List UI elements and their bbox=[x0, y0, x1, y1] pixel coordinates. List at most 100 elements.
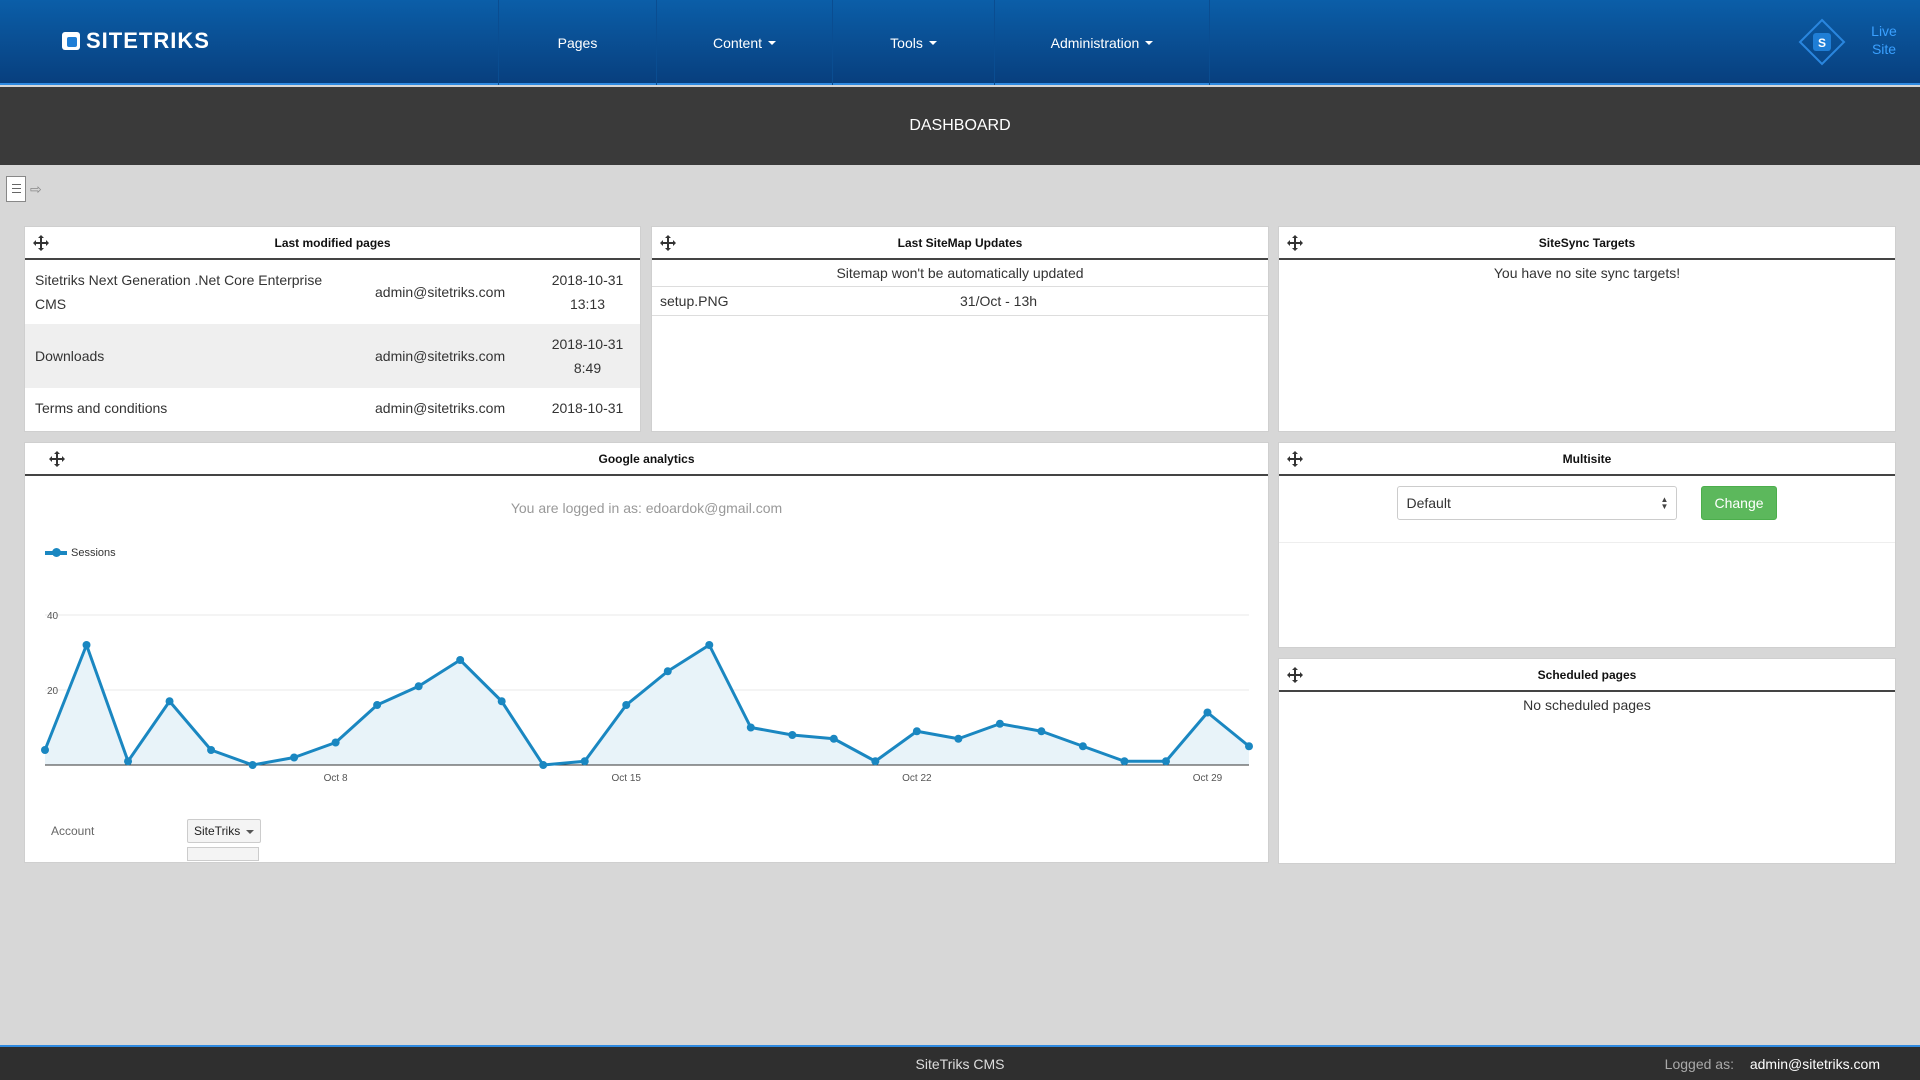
move-icon[interactable] bbox=[49, 451, 65, 467]
data-point bbox=[207, 746, 216, 754]
top-navbar: SITETRIKS Pages Content Tools Administra… bbox=[0, 0, 1920, 85]
move-icon[interactable] bbox=[1287, 667, 1303, 683]
nav-tools[interactable]: Tools bbox=[832, 0, 994, 85]
data-point bbox=[290, 753, 299, 762]
panel-sitesync-targets: SiteSync Targets You have no site sync t… bbox=[1278, 226, 1896, 432]
chart-legend[interactable]: Sessions bbox=[45, 547, 116, 559]
nav-tools-label: Tools bbox=[890, 34, 923, 51]
user-cell: admin@sitetriks.com bbox=[375, 348, 506, 364]
page-title-cell[interactable]: Terms and conditions bbox=[35, 400, 168, 416]
live-site-line1: Live bbox=[1871, 23, 1897, 39]
logged-user[interactable]: admin@sitetriks.com bbox=[1749, 1056, 1880, 1072]
panel-header: Google analytics bbox=[25, 443, 1268, 476]
panel-last-modified-pages: Last modified pages Sitetriks Next Gener… bbox=[24, 226, 641, 432]
main-menu: Pages Content Tools Administration bbox=[498, 0, 1210, 85]
table-row[interactable]: Terms and conditions admin@sitetriks.com… bbox=[25, 388, 640, 428]
move-icon[interactable] bbox=[1287, 451, 1303, 467]
move-icon[interactable] bbox=[1287, 235, 1303, 251]
page-title-cell[interactable]: Sitetriks Next Generation .Net Core Ente… bbox=[35, 272, 323, 312]
panel-title: Multisite bbox=[1562, 451, 1612, 466]
time-value: 8:49 bbox=[573, 360, 602, 376]
sitetriks-diamond-icon[interactable]: S bbox=[1798, 18, 1846, 66]
chevron-down-icon bbox=[246, 829, 255, 834]
data-point bbox=[954, 734, 963, 743]
last-modified-table: Sitetriks Next Generation .Net Core Ente… bbox=[25, 260, 640, 428]
list-item: setup.PNG 31/Oct - 13h bbox=[652, 286, 1268, 316]
nav-content-label: Content bbox=[712, 34, 763, 51]
sitemap-notice: Sitemap won't be automatically updated bbox=[836, 265, 1084, 281]
account-label: Account bbox=[51, 824, 95, 838]
panel-header: SiteSync Targets bbox=[1279, 227, 1895, 260]
data-point bbox=[663, 667, 672, 676]
date-value: 2018-10-31 bbox=[551, 336, 624, 352]
data-point bbox=[995, 719, 1004, 728]
footer: SiteTriks CMS Logged as: admin@sitetriks… bbox=[0, 1045, 1920, 1080]
date-value: 2018-10-31 bbox=[551, 400, 624, 416]
table-row[interactable]: Downloads admin@sitetriks.com 2018-10-31… bbox=[25, 324, 640, 388]
arrow-right-icon[interactable]: ⇨ bbox=[30, 180, 42, 197]
date-cell: 2018-10-31 bbox=[535, 388, 640, 428]
panel-google-analytics: Google analytics You are logged in as: e… bbox=[24, 442, 1269, 863]
sessions-chart: 20 40 Oct 8 Oct 15 Oct 22 Oct 29 bbox=[41, 611, 1253, 783]
sitesync-message: You have no site sync targets! bbox=[1493, 265, 1681, 281]
account-select[interactable]: SiteTriks bbox=[187, 819, 262, 843]
nav-administration-label: Administration bbox=[1050, 34, 1140, 51]
legend-label: Sessions bbox=[71, 547, 116, 559]
data-point bbox=[1120, 757, 1129, 766]
nav-content[interactable]: Content bbox=[656, 0, 832, 85]
page-title: DASHBOARD bbox=[909, 117, 1011, 134]
account-select-value: SiteTriks bbox=[194, 824, 241, 838]
svg-text:S: S bbox=[1818, 36, 1826, 50]
x-tick-label: Oct 22 bbox=[902, 773, 932, 783]
change-button[interactable]: Change bbox=[1701, 486, 1777, 520]
live-site-link[interactable]: Live Site bbox=[1858, 22, 1910, 58]
panel-title: Last SiteMap Updates bbox=[897, 235, 1023, 250]
panel-title: SiteSync Targets bbox=[1538, 235, 1636, 250]
panel-header: Multisite bbox=[1279, 443, 1895, 476]
nav-administration[interactable]: Administration bbox=[994, 0, 1210, 85]
x-tick-label: Oct 29 bbox=[1193, 773, 1223, 783]
move-icon[interactable] bbox=[660, 235, 676, 251]
document-icon[interactable] bbox=[6, 176, 26, 202]
data-point bbox=[539, 761, 548, 769]
panel-title: Scheduled pages bbox=[1537, 667, 1637, 682]
site-select[interactable]: Default ▲ ▼ bbox=[1397, 486, 1678, 520]
data-point bbox=[871, 757, 880, 766]
data-point bbox=[497, 697, 506, 706]
legend-swatch bbox=[45, 548, 67, 557]
site-select-value: Default bbox=[1406, 495, 1451, 511]
data-point bbox=[248, 761, 257, 769]
nav-pages-label: Pages bbox=[557, 34, 598, 51]
data-point bbox=[1078, 742, 1087, 751]
nav-pages[interactable]: Pages bbox=[498, 0, 656, 85]
property-select[interactable] bbox=[187, 847, 259, 861]
data-point bbox=[746, 723, 755, 732]
analytics-login-text: You are logged in as: edoardok@gmail.com bbox=[510, 500, 783, 516]
table-row[interactable]: Sitetriks Next Generation .Net Core Ente… bbox=[25, 260, 640, 324]
series-line-sessions bbox=[43, 643, 1250, 767]
x-tick-label: Oct 15 bbox=[612, 773, 642, 783]
data-point bbox=[788, 731, 797, 739]
page-title-cell[interactable]: Downloads bbox=[35, 348, 105, 364]
updown-arrows-icon: ▲ ▼ bbox=[1660, 495, 1669, 511]
move-icon[interactable] bbox=[33, 235, 49, 251]
date-cell: 2018-10-31 13:13 bbox=[535, 260, 640, 324]
panel-multisite: Multisite Default ▲ ▼ Change bbox=[1278, 442, 1896, 648]
live-site-line2: Site bbox=[1871, 41, 1897, 57]
data-point bbox=[41, 746, 49, 754]
data-point bbox=[331, 738, 340, 747]
logged-as-label: Logged as: bbox=[1664, 1056, 1734, 1072]
data-point bbox=[1203, 708, 1212, 717]
sidebar-toggle[interactable]: ⇨ bbox=[6, 176, 42, 202]
data-point bbox=[580, 757, 589, 766]
data-point bbox=[124, 757, 133, 766]
data-point bbox=[1245, 742, 1253, 751]
brand-mark-icon bbox=[62, 32, 80, 50]
panel-title: Last modified pages bbox=[274, 235, 391, 250]
sitemap-date: 31/Oct - 13h bbox=[960, 293, 1038, 309]
user-cell: admin@sitetriks.com bbox=[375, 284, 506, 300]
y-tick-label: 20 bbox=[47, 686, 59, 697]
multisite-controls: Default ▲ ▼ Change bbox=[1279, 476, 1895, 543]
brand-logo[interactable]: SITETRIKS bbox=[62, 28, 210, 54]
date-cell: 2018-10-31 8:49 bbox=[535, 324, 640, 388]
